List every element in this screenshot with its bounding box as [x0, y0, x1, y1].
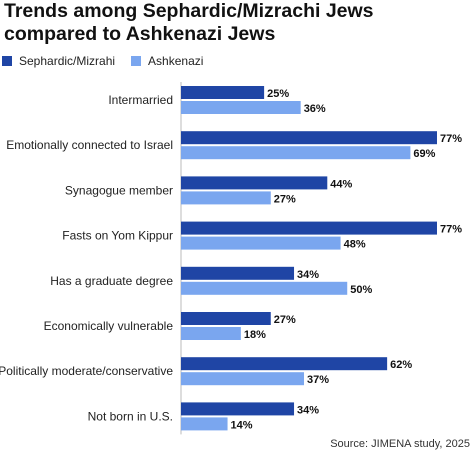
- bar-ashkenazi: [181, 146, 411, 160]
- legend-item-sephardic: Sephardic/Mizrahi: [2, 54, 115, 68]
- bar-ashkenazi: [181, 417, 228, 431]
- bar-ashkenazi: [181, 372, 305, 386]
- bar-ashkenazi: [181, 191, 271, 205]
- bar-sephardic: [181, 312, 271, 325]
- bar-sephardic: [181, 357, 388, 371]
- bar-sephardic: [181, 86, 265, 99]
- value-label: 77%: [440, 133, 462, 145]
- value-label: 48%: [344, 239, 366, 251]
- category-label: Synagogue member: [65, 183, 173, 197]
- category-label: Intermarried: [108, 93, 173, 107]
- bar-sephardic: [181, 131, 437, 145]
- category-label: Not born in U.S.: [88, 409, 173, 423]
- value-label: 36%: [304, 103, 326, 115]
- bar-sephardic: [181, 402, 295, 416]
- bar-sephardic: [181, 221, 437, 235]
- value-label: 77%: [440, 224, 462, 236]
- category-label: Has a graduate degree: [50, 274, 173, 288]
- legend-label-sephardic: Sephardic/Mizrahi: [19, 54, 116, 68]
- bar-ashkenazi: [181, 101, 301, 114]
- legend-swatch-sephardic: [2, 56, 12, 66]
- legend-item-ashkenazi: Ashkenazi: [131, 54, 203, 68]
- value-label: 14%: [231, 419, 253, 431]
- value-label: 34%: [297, 404, 319, 416]
- bar-ashkenazi: [181, 327, 241, 340]
- category-label: Politically moderate/conservative: [0, 364, 173, 378]
- chart-title: Trends among Sephardic/Mizrachi Jews com…: [4, 0, 374, 45]
- legend: Sephardic/Mizrahi Ashkenazi: [2, 53, 219, 69]
- value-label: 25%: [267, 88, 289, 100]
- bar-ashkenazi: [181, 236, 341, 250]
- category-label: Fasts on Yom Kippur: [62, 229, 173, 243]
- value-label: 18%: [244, 329, 266, 341]
- value-label: 37%: [307, 374, 329, 386]
- bar-sephardic: [181, 266, 295, 280]
- bar-ashkenazi: [181, 281, 348, 295]
- value-label: 27%: [274, 193, 296, 205]
- value-label: 34%: [297, 269, 319, 281]
- legend-label-ashkenazi: Ashkenazi: [148, 54, 204, 68]
- value-label: 69%: [413, 148, 435, 160]
- legend-swatch-ashkenazi: [131, 56, 142, 66]
- value-label: 44%: [330, 178, 352, 190]
- bar-sephardic: [181, 176, 328, 190]
- category-label: Economically vulnerable: [44, 319, 174, 333]
- source-note: Source: JIMENA study, 2025: [330, 438, 470, 450]
- value-label: 62%: [390, 359, 412, 371]
- category-label: Emotionally connected to Israel: [6, 138, 173, 152]
- value-label: 50%: [350, 284, 372, 296]
- value-label: 27%: [274, 314, 296, 326]
